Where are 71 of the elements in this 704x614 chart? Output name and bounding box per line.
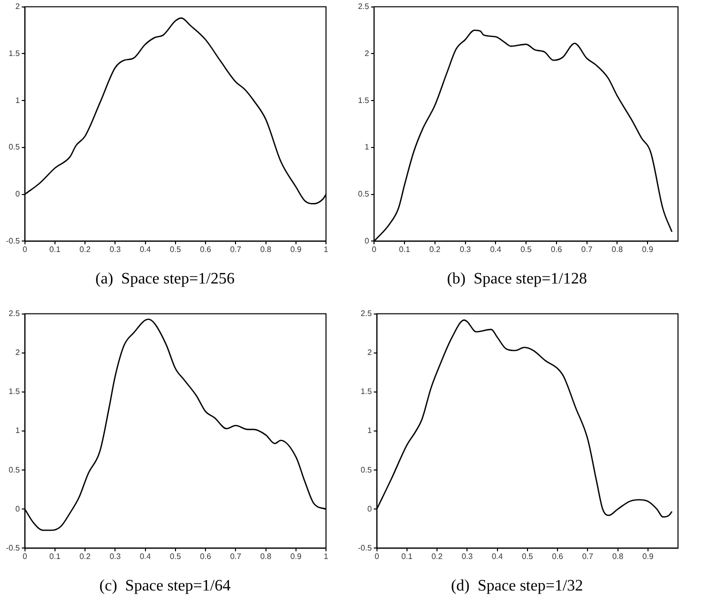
y-tick-label: 0 — [364, 236, 370, 246]
x-tick-label: 1 — [324, 245, 329, 254]
x-tick-label: 0.2 — [431, 552, 444, 562]
text: (b) Space step=1/128 — [446, 270, 588, 288]
x-tick-label: 0.6 — [200, 245, 212, 254]
x-tick-label: 0.1 — [398, 245, 411, 254]
x-tick-label: 0.6 — [550, 245, 563, 254]
y-tick-label: 1 — [15, 96, 20, 105]
y-tick-label: 0 — [15, 190, 20, 199]
x-tick-label: 0.3 — [110, 245, 122, 254]
y-tick-label: 1 — [364, 142, 370, 152]
x-tick-label: 0.1 — [49, 245, 62, 254]
x-tick-label: 0.9 — [642, 552, 654, 562]
x-tick-label: 0.7 — [230, 552, 242, 562]
y-tick-label: 1.5 — [358, 96, 370, 105]
x-tick-label: 0.7 — [581, 245, 593, 254]
x-tick-label: 0.5 — [170, 552, 182, 562]
y-tick-label: 2 — [367, 348, 372, 358]
x-tick-label: 0.2 — [429, 245, 442, 254]
y-tick-label: 0 — [367, 504, 372, 514]
x-tick-label: 0.8 — [612, 245, 624, 254]
y-tick-label: 0 — [15, 504, 20, 514]
x-tick-label: 0.2 — [79, 245, 92, 254]
text: (d) Space step=1/32 — [450, 578, 584, 595]
y-tick-label: 2 — [15, 2, 20, 12]
y-tick-label: 2.5 — [360, 309, 372, 318]
y-tick-label: 2 — [364, 48, 370, 58]
y-tick-label: -0.5 — [6, 236, 20, 246]
x-tick-label: 0.5 — [170, 245, 182, 254]
y-tick-label: 1.5 — [360, 387, 372, 396]
x-tick-label: 0.6 — [200, 552, 212, 562]
text: (a) Space step=1/256 — [95, 270, 235, 288]
x-tick-label: 0.8 — [260, 552, 272, 562]
y-tick-label: 1 — [15, 426, 20, 436]
x-tick-label: 1 — [324, 552, 329, 562]
text: (c) Space step=1/64 — [99, 578, 231, 595]
y-tick-label: -0.5 — [6, 543, 20, 552]
x-tick-label: 0.8 — [260, 245, 272, 254]
x-tick-label: 0.5 — [522, 552, 534, 562]
y-tick-label: 0.5 — [358, 190, 370, 199]
x-tick-label: 0.7 — [230, 245, 242, 254]
x-tick-label: 0.7 — [582, 552, 594, 562]
y-tick-label: 0.5 — [8, 465, 20, 474]
x-tick-label: 0.9 — [290, 552, 302, 562]
y-tick-label: -0.5 — [358, 543, 372, 552]
x-tick-label: 0.8 — [612, 552, 624, 562]
x-tick-label: 0.3 — [460, 245, 472, 254]
x-tick-label: 0.4 — [490, 245, 502, 254]
y-tick-label: 0.5 — [360, 465, 372, 474]
y-tick-label: 1 — [367, 426, 372, 436]
y-tick-label: 2.5 — [358, 2, 370, 12]
x-tick-label: 0.3 — [462, 552, 474, 562]
x-tick-label: 0 — [22, 245, 28, 254]
x-tick-label: 0.2 — [79, 552, 92, 562]
x-tick-label: 0.6 — [552, 552, 564, 562]
x-tick-label: 0.9 — [642, 245, 654, 254]
y-tick-label: 1.5 — [8, 48, 20, 58]
x-tick-label: 0.4 — [140, 552, 152, 562]
y-tick-label: 2 — [15, 348, 20, 358]
y-tick-label: 0.5 — [8, 142, 20, 152]
x-tick-label: 0 — [22, 552, 28, 562]
x-tick-label: 0.1 — [401, 552, 414, 562]
y-tick-label: 2.5 — [8, 309, 20, 318]
x-tick-label: 0.5 — [520, 245, 532, 254]
x-tick-label: 0.4 — [492, 552, 504, 562]
x-tick-label: 0.9 — [290, 245, 302, 254]
x-tick-label: 0 — [374, 552, 380, 562]
x-tick-label: 0.1 — [49, 552, 62, 562]
x-tick-label: 0.3 — [110, 552, 122, 562]
y-tick-label: 1.5 — [8, 387, 20, 396]
x-tick-label: 0.4 — [140, 245, 152, 254]
